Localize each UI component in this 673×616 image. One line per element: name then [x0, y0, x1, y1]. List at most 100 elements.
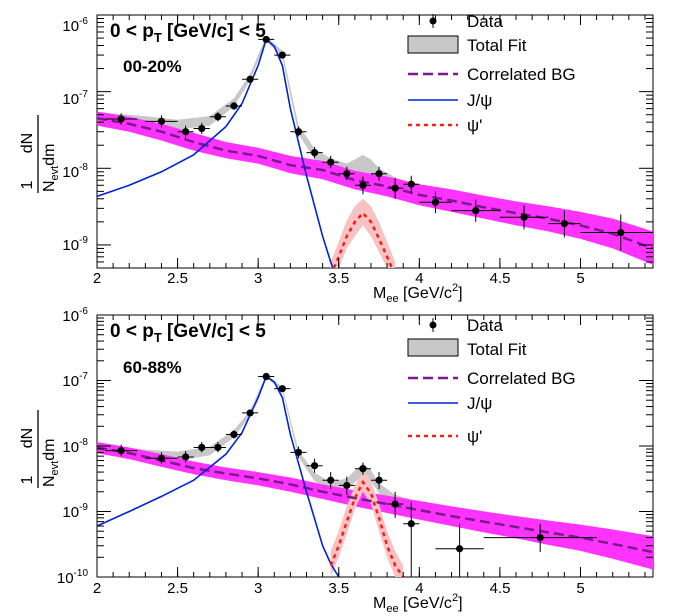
- x-axis-label: Mee [GeV/c2]: [373, 592, 463, 615]
- y-axis-label: 1 dN Nevtdm: [19, 115, 61, 193]
- data-point: [209, 112, 226, 122]
- panel-top: 2 2.5 3 3.5 4 4.5 5 10-9 10-8 10-7 10-6 …: [19, 12, 654, 305]
- data-point: [105, 444, 138, 457]
- data-marker: [310, 149, 319, 157]
- data-point: [242, 409, 259, 417]
- y-tick-label: 10-7: [62, 89, 88, 108]
- data-marker: [327, 476, 335, 484]
- legend-corr-label: Correlated BG: [467, 65, 576, 84]
- psi-prime-band: [330, 198, 396, 268]
- data-point: [354, 176, 371, 195]
- legend-jpsi-label: J/ψ: [467, 394, 492, 413]
- data-marker: [407, 180, 415, 188]
- data-marker: [391, 184, 399, 192]
- legend-data-label: Data: [467, 316, 503, 335]
- data-marker: [327, 158, 335, 166]
- data-point: [322, 155, 339, 169]
- y-tick-label: 10-8: [62, 437, 88, 456]
- y-label-dn: dN: [19, 428, 36, 448]
- data-marker: [214, 113, 222, 121]
- data-marker: [214, 443, 222, 452]
- data-point: [435, 523, 484, 577]
- data-marker: [359, 465, 367, 473]
- data-layer: [105, 35, 653, 251]
- data-point: [274, 51, 291, 59]
- data-marker: [536, 533, 544, 542]
- data-marker: [117, 115, 125, 123]
- y-tick-label: 10-6: [62, 16, 88, 35]
- data-marker: [359, 181, 367, 189]
- data-marker: [294, 128, 303, 136]
- data-marker: [343, 481, 351, 490]
- data-point: [322, 472, 339, 490]
- data-point: [274, 385, 291, 393]
- data-point: [145, 452, 178, 465]
- data-marker: [407, 520, 415, 528]
- data-marker: [310, 462, 319, 470]
- data-point: [387, 177, 404, 199]
- legend-total-fit-box: [407, 338, 459, 357]
- pt-cut-label: 0 < pT [GeV/c] < 5: [110, 321, 266, 345]
- legend-total-fit-label: Total Fit: [467, 36, 527, 55]
- data-point: [451, 199, 500, 222]
- band-layer: [97, 36, 653, 268]
- data-marker: [117, 447, 125, 455]
- x-tick-label: 2: [93, 580, 101, 597]
- y-tick-label: 10-7: [62, 371, 88, 390]
- data-marker: [262, 35, 270, 44]
- data-point: [242, 75, 259, 83]
- data-marker: [230, 102, 238, 110]
- data-marker: [157, 454, 166, 462]
- y-label-one: 1: [19, 475, 36, 484]
- data-marker: [278, 385, 286, 393]
- y-tick-label: 10-6: [62, 306, 88, 325]
- pt-cut-label: 0 < pT [GeV/c] < 5: [110, 21, 266, 45]
- data-marker: [262, 372, 270, 381]
- data-point: [338, 476, 355, 495]
- legend-psi-label: ψ': [467, 116, 482, 135]
- data-marker: [198, 124, 206, 133]
- correlated-bg-band: [97, 111, 653, 265]
- y-tick-label: 10-10: [57, 568, 89, 587]
- x-tick-label: 3: [254, 580, 262, 597]
- data-marker: [375, 476, 383, 484]
- psi-prime-band: [330, 470, 404, 577]
- data-point: [193, 442, 210, 453]
- data-layer: [105, 372, 597, 577]
- data-point: [338, 166, 355, 181]
- data-point: [209, 442, 226, 453]
- axis-layer: [96, 315, 653, 578]
- x-tick-label: 5: [576, 580, 584, 597]
- data-point: [290, 446, 307, 459]
- y-label-dn: dN: [19, 133, 36, 153]
- x-tick-label: 4.5: [490, 580, 511, 597]
- legend-total-fit-label: Total Fit: [467, 340, 527, 359]
- data-point: [177, 125, 194, 138]
- x-tick-label: 4: [415, 270, 423, 287]
- legend: Data Total Fit Correlated BG J/ψ ψ': [407, 316, 576, 446]
- correlated-bg-line: [97, 446, 653, 554]
- legend: Data Total Fit Correlated BG J/ψ ψ': [407, 12, 576, 135]
- data-marker: [278, 51, 286, 59]
- data-point: [580, 214, 653, 251]
- y-tick-label: 10-9: [62, 502, 88, 521]
- data-point: [258, 35, 275, 44]
- data-marker: [617, 228, 625, 237]
- x-tick-label: 3.5: [328, 580, 349, 597]
- data-marker: [391, 500, 399, 508]
- data-point: [290, 126, 307, 137]
- data-marker: [456, 545, 464, 553]
- data-marker: [431, 198, 440, 206]
- y-axis-label: 1 dN Nevtdm: [19, 410, 61, 488]
- y-label-denominator: Nevtdm: [41, 144, 61, 192]
- data-marker: [472, 207, 480, 215]
- x-tick-label: 5: [576, 270, 584, 287]
- data-point: [258, 372, 275, 381]
- centrality-label: 60-88%: [123, 358, 182, 377]
- data-point: [483, 523, 597, 553]
- x-tick-label: 2.5: [167, 270, 188, 287]
- y-tick-label: 10-8: [62, 162, 88, 181]
- data-marker: [198, 443, 206, 452]
- data-point: [370, 166, 388, 181]
